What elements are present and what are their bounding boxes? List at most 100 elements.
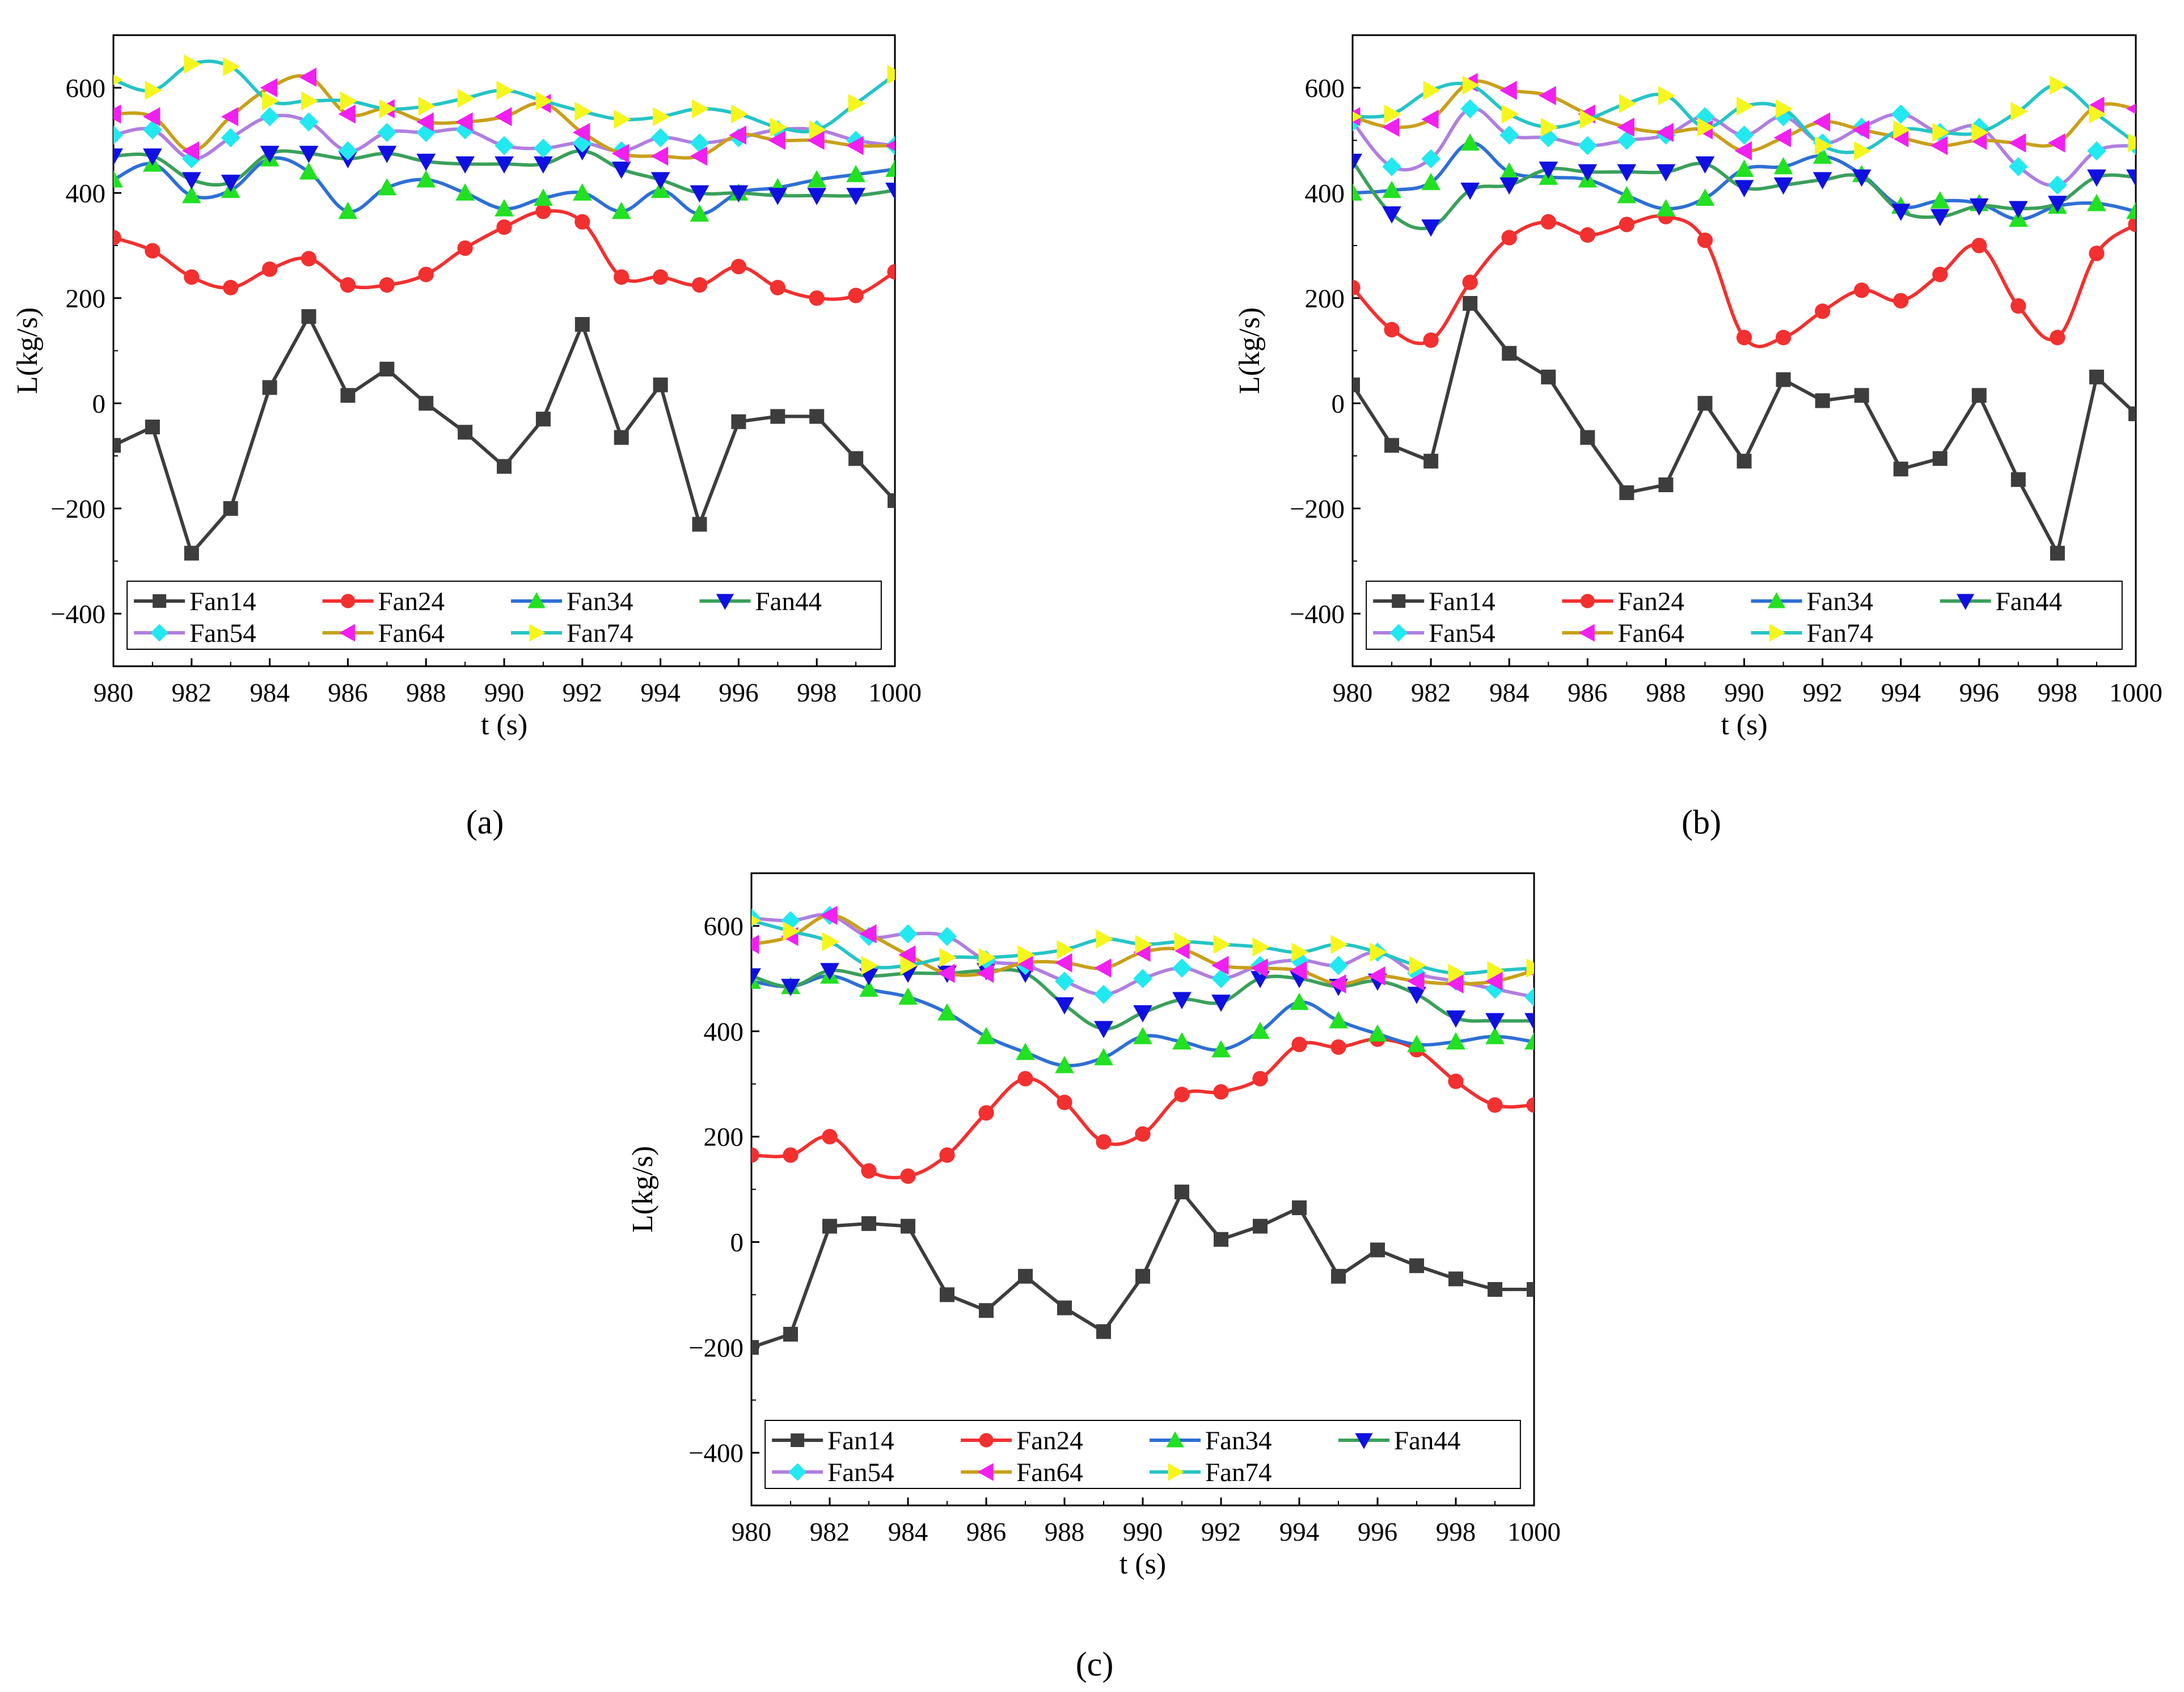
- point-fan54: [113, 125, 123, 145]
- point-fan44: [1524, 1013, 1534, 1031]
- point-fan34: [1368, 1024, 1387, 1042]
- point-fan64: [1773, 128, 1792, 147]
- point-fan34: [1407, 1035, 1426, 1052]
- x-tick-label: 996: [1959, 678, 2000, 708]
- x-tick-label: 980: [1333, 678, 1373, 708]
- point-fan74: [653, 107, 670, 126]
- point-fan74: [691, 99, 709, 119]
- point-fan34: [495, 199, 514, 217]
- point-fan44: [611, 161, 631, 179]
- point-fan44: [781, 979, 800, 996]
- point-fan34: [534, 188, 553, 206]
- point-fan24: [1174, 1086, 1190, 1102]
- point-fan44: [1852, 169, 1872, 187]
- point-fan24: [1540, 214, 1556, 230]
- point-fan24: [418, 267, 434, 282]
- point-fan34: [1499, 162, 1519, 180]
- point-fan44: [729, 185, 749, 203]
- point-fan24: [2089, 246, 2105, 261]
- point-fan64: [846, 136, 864, 155]
- point-fan74: [262, 91, 280, 111]
- point-fan34: [299, 162, 319, 180]
- legend-c: Fan14 Fan24 Fan34 Fan44 Fan54 Fan64 Fan74: [764, 1420, 1521, 1489]
- point-fan24: [113, 230, 121, 246]
- x-tick-label: 986: [966, 1517, 1007, 1547]
- point-fan14: [1214, 1232, 1228, 1247]
- point-fan44: [1446, 1010, 1465, 1028]
- point-fan64: [820, 906, 838, 925]
- point-fan24: [809, 290, 825, 306]
- y-axis-label: L(kg/s): [11, 307, 44, 394]
- point-fan44: [1695, 156, 1715, 174]
- point-fan64: [181, 141, 200, 160]
- point-fan64: [1499, 81, 1517, 100]
- point-fan64: [1382, 117, 1400, 137]
- point-fan24: [614, 269, 630, 285]
- point-fan64: [807, 130, 825, 150]
- point-fan74: [1423, 81, 1440, 100]
- point-fan74: [1854, 141, 1872, 160]
- point-fan54: [1421, 149, 1440, 168]
- point-fan74: [184, 54, 201, 74]
- point-fan14: [1502, 346, 1517, 361]
- legend-marker-fan74: [529, 624, 546, 642]
- point-fan24: [1353, 280, 1361, 295]
- point-fan34: [1251, 1021, 1270, 1039]
- point-fan44: [1734, 180, 1754, 197]
- legend-marker-fan34: [527, 592, 546, 608]
- point-fan34: [455, 183, 475, 201]
- x-tick-label: 996: [1358, 1517, 1398, 1547]
- y-tick-label: 0: [730, 1228, 744, 1257]
- point-fan54: [1695, 107, 1715, 126]
- point-fan54: [2048, 175, 2067, 195]
- point-fan14: [614, 430, 629, 445]
- point-fan34: [1353, 183, 1362, 201]
- point-fan64: [1211, 955, 1229, 975]
- point-fan44: [113, 148, 123, 166]
- x-tick-label: 996: [719, 678, 759, 708]
- y-tick-label: 400: [66, 179, 106, 208]
- x-tick-label: 1000: [868, 678, 922, 708]
- point-fan14: [751, 1340, 759, 1355]
- point-fan74: [1409, 955, 1426, 975]
- point-fan64: [2008, 133, 2026, 153]
- point-fan54: [1617, 130, 1637, 150]
- x-tick-label: 984: [1489, 678, 1530, 708]
- point-fan74: [939, 947, 957, 967]
- x-tick-label: 1000: [1507, 1517, 1561, 1547]
- point-fan54: [1499, 125, 1519, 145]
- point-fan14: [1292, 1200, 1307, 1216]
- x-tick-label: 994: [1279, 1517, 1320, 1547]
- x-tick-label: 994: [640, 678, 681, 708]
- point-fan34: [1016, 1043, 1035, 1060]
- x-tick-label: 992: [1802, 678, 1843, 708]
- point-fan14: [1175, 1185, 1189, 1200]
- point-fan24: [1932, 267, 1948, 282]
- x-tick-label: 980: [732, 1517, 772, 1547]
- point-fan54: [1211, 968, 1231, 988]
- point-fan14: [822, 1219, 837, 1234]
- point-fan64: [2048, 133, 2065, 153]
- point-fan14: [1409, 1258, 1424, 1274]
- point-fan74: [1330, 934, 1348, 954]
- x-tick-label: 982: [172, 678, 212, 708]
- point-fan14: [1580, 430, 1595, 445]
- point-fan64: [690, 146, 708, 166]
- point-fan64: [1421, 109, 1439, 129]
- point-fan14: [2089, 369, 2104, 384]
- point-fan44: [1617, 164, 1637, 182]
- x-tick-label: 980: [94, 678, 134, 708]
- point-fan74: [1526, 958, 1534, 978]
- point-fan24: [822, 1128, 838, 1145]
- legend-box: [764, 1420, 1521, 1489]
- point-fan34: [859, 979, 878, 997]
- point-fan44: [1969, 198, 1989, 216]
- point-fan14: [340, 388, 356, 403]
- point-fan74: [822, 932, 839, 951]
- x-tick-label: 990: [484, 678, 525, 708]
- point-fan34: [1930, 191, 1950, 209]
- point-fan64: [1617, 117, 1634, 137]
- legend-label-fan74: Fan74: [567, 619, 633, 648]
- point-fan24: [1619, 217, 1635, 232]
- point-fan54: [1524, 987, 1534, 1007]
